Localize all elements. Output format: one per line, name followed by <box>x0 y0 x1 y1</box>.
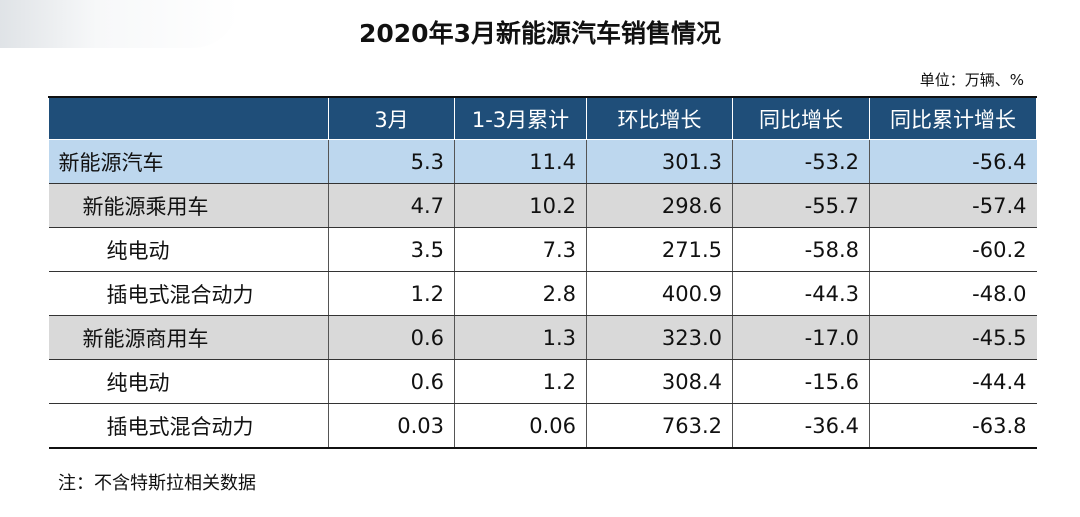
unit-note: 单位：万辆、% <box>919 71 1024 89</box>
row-label: 新能源汽车 <box>48 139 329 184</box>
table-cell: -36.4 <box>732 403 870 449</box>
table-cell: 323.0 <box>586 315 733 360</box>
table-cell: 301.3 <box>586 139 733 184</box>
table-row: 新能源汽车 5.3 11.4 301.3 -53.2 -56.4 <box>48 139 1037 184</box>
table-row: 新能源乘用车 4.7 10.2 298.6 -55.7 -57.4 <box>48 183 1037 228</box>
table-cell: -44.4 <box>869 359 1037 404</box>
table-cell: 1.2 <box>328 271 455 316</box>
table-row: 纯电动 3.5 7.3 271.5 -58.8 -60.2 <box>48 227 1037 272</box>
row-label: 新能源乘用车 <box>48 183 329 228</box>
table-cell: 11.4 <box>454 139 587 184</box>
corner-decoration <box>0 0 240 48</box>
header-mom-growth: 环比增长 <box>586 96 733 140</box>
table-cell: 5.3 <box>328 139 455 184</box>
table-cell: -44.3 <box>732 271 870 316</box>
table-row: 新能源商用车 0.6 1.3 323.0 -17.0 -45.5 <box>48 315 1037 360</box>
table-header-row: 3月 1-3月累计 环比增长 同比增长 同比累计增长 <box>48 96 1037 140</box>
table-cell: -60.2 <box>869 227 1037 272</box>
table-cell: 0.6 <box>328 359 455 404</box>
table-cell: -48.0 <box>869 271 1037 316</box>
header-ytd-yoy-growth: 同比累计增长 <box>869 96 1037 140</box>
row-label: 插电式混合动力 <box>48 403 329 449</box>
table-cell: -15.6 <box>732 359 870 404</box>
header-category <box>48 96 329 140</box>
sales-table: 3月 1-3月累计 环比增长 同比增长 同比累计增长 新能源汽车 5.3 11.4 3… <box>48 96 1037 449</box>
table-cell: 0.06 <box>454 403 587 449</box>
table-row: 插电式混合动力 0.03 0.06 763.2 -36.4 -63.8 <box>48 403 1037 449</box>
row-label: 插电式混合动力 <box>48 271 329 316</box>
table-cell: 0.6 <box>328 315 455 360</box>
row-label: 新能源商用车 <box>48 315 329 360</box>
table-cell: -55.7 <box>732 183 870 228</box>
header-ytd: 1-3月累计 <box>454 96 587 140</box>
table-cell: 298.6 <box>586 183 733 228</box>
table-cell: 308.4 <box>586 359 733 404</box>
table-cell: 0.03 <box>328 403 455 449</box>
table-cell: -58.8 <box>732 227 870 272</box>
row-label: 纯电动 <box>48 359 329 404</box>
footnote: 注：不含特斯拉相关数据 <box>58 473 256 494</box>
table-cell: -57.4 <box>869 183 1037 228</box>
header-yoy-growth: 同比增长 <box>732 96 870 140</box>
table-row: 纯电动 0.6 1.2 308.4 -15.6 -44.4 <box>48 359 1037 404</box>
table-cell: -45.5 <box>869 315 1037 360</box>
table-cell: -17.0 <box>732 315 870 360</box>
table-row: 插电式混合动力 1.2 2.8 400.9 -44.3 -48.0 <box>48 271 1037 316</box>
table-cell: -56.4 <box>869 139 1037 184</box>
header-march: 3月 <box>328 96 455 140</box>
table-cell: 271.5 <box>586 227 733 272</box>
table-cell: 763.2 <box>586 403 733 449</box>
table-cell: 2.8 <box>454 271 587 316</box>
row-label: 纯电动 <box>48 227 329 272</box>
table-cell: 1.3 <box>454 315 587 360</box>
table-cell: 4.7 <box>328 183 455 228</box>
page-title: 2020年3月新能源汽车销售情况 <box>359 19 721 48</box>
table-cell: 3.5 <box>328 227 455 272</box>
table-cell: 10.2 <box>454 183 587 228</box>
table-cell: 1.2 <box>454 359 587 404</box>
table-cell: 400.9 <box>586 271 733 316</box>
table-cell: -63.8 <box>869 403 1037 449</box>
table-cell: 7.3 <box>454 227 587 272</box>
table-cell: -53.2 <box>732 139 870 184</box>
